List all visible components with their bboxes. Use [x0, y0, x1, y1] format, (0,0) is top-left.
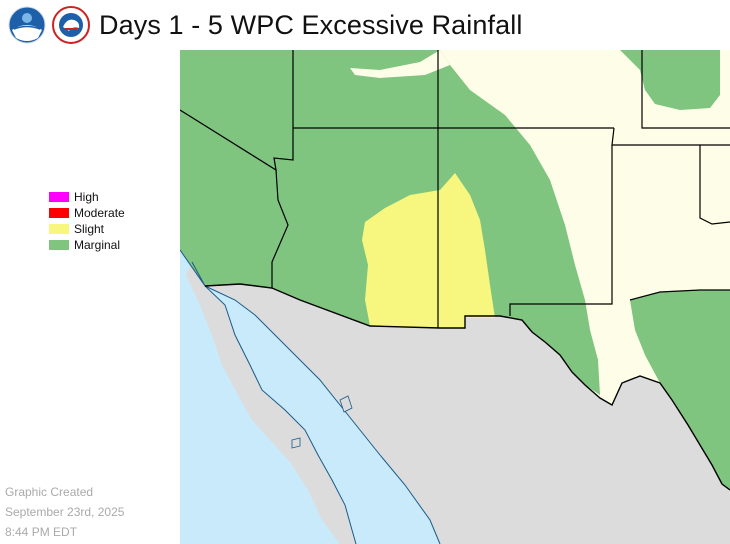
coastline	[180, 249, 357, 544]
legend-swatch-moderate	[49, 208, 69, 218]
legend-swatch-marginal	[49, 240, 69, 250]
island	[291, 437, 301, 449]
legend-label: High	[74, 190, 99, 204]
header: Days 1 - 5 WPC Excessive Rainfall	[0, 0, 730, 50]
marginal-risk-texas	[630, 290, 730, 490]
mexico-land	[205, 284, 730, 544]
island	[339, 395, 353, 413]
slight-risk-area	[362, 173, 495, 328]
timestamp-line-1: Graphic Created	[5, 485, 94, 499]
graphic-timestamp: Graphic Created September 23rd, 2025 8:4…	[5, 482, 124, 542]
legend-label: Moderate	[74, 206, 125, 220]
legend-item-slight: Slight	[49, 221, 125, 237]
baja-peninsula	[186, 262, 356, 544]
plain-north	[350, 50, 450, 78]
timestamp-line-2: September 23rd, 2025	[5, 505, 125, 519]
legend-item-moderate: Moderate	[49, 205, 125, 221]
nws-logo-icon	[52, 6, 90, 44]
page-title: Days 1 - 5 WPC Excessive Rainfall	[99, 10, 523, 40]
legend-label: Marginal	[74, 238, 121, 252]
legend-swatch-slight	[49, 224, 69, 234]
legend-item-high: High	[49, 189, 125, 205]
legend: High Moderate Slight Marginal	[49, 189, 125, 253]
rainfall-map[interactable]	[180, 50, 730, 544]
legend-item-marginal: Marginal	[49, 237, 125, 253]
legend-swatch-high	[49, 192, 69, 202]
timestamp-line-3: 8:44 PM EDT	[5, 525, 78, 539]
us-mexico-border	[204, 283, 730, 491]
marginal-risk-northeast	[640, 50, 720, 110]
gulf-coast	[204, 285, 441, 544]
noaa-logo-icon	[8, 6, 46, 44]
marginal-risk-northeast-tip	[620, 50, 640, 70]
legend-label: Slight	[74, 222, 105, 236]
state-borders	[180, 50, 730, 328]
